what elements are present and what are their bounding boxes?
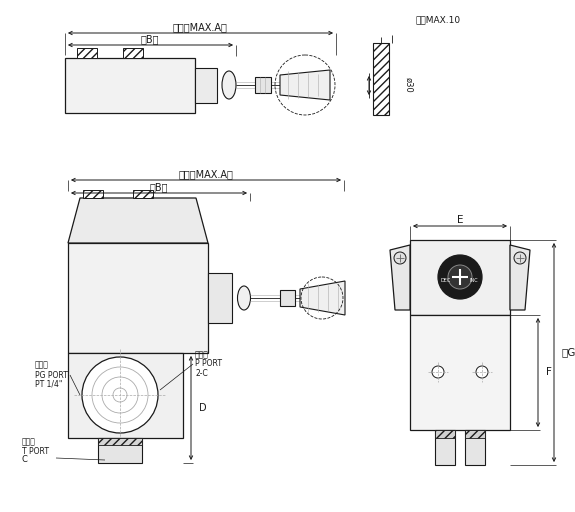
- Text: 測圧口: 測圧口: [35, 360, 49, 370]
- Bar: [77, 48, 97, 58]
- Bar: [68, 243, 208, 353]
- Polygon shape: [390, 245, 410, 310]
- Polygon shape: [510, 245, 530, 310]
- Bar: [255, 77, 271, 93]
- Bar: [195, 68, 217, 103]
- Text: PG PORT: PG PORT: [35, 371, 68, 379]
- Polygon shape: [280, 70, 330, 100]
- Circle shape: [438, 255, 482, 299]
- Bar: [98, 438, 142, 463]
- Polygon shape: [68, 198, 208, 243]
- Text: ø30: ø30: [404, 77, 412, 93]
- Bar: [133, 190, 153, 198]
- Text: 2-C: 2-C: [195, 369, 208, 377]
- Ellipse shape: [237, 286, 251, 310]
- Text: PT 1/4": PT 1/4": [35, 379, 62, 389]
- Bar: [435, 430, 455, 438]
- Text: （B）: （B）: [141, 34, 159, 44]
- Polygon shape: [300, 281, 345, 315]
- Text: adjustment: adjustment: [446, 290, 474, 295]
- Bar: [83, 190, 103, 198]
- Bar: [410, 315, 510, 430]
- Circle shape: [394, 252, 406, 264]
- Bar: [465, 430, 485, 438]
- Circle shape: [476, 366, 488, 378]
- Text: （最大MAX.A）: （最大MAX.A）: [179, 169, 233, 179]
- Text: 回油口: 回油口: [22, 437, 36, 446]
- Text: 圧力口: 圧力口: [195, 351, 209, 359]
- Bar: [280, 290, 295, 306]
- Text: INC: INC: [470, 278, 478, 283]
- Text: D: D: [199, 403, 206, 413]
- Bar: [98, 438, 142, 445]
- Text: F: F: [546, 367, 552, 377]
- Text: C: C: [22, 456, 28, 464]
- Text: （B）: （B）: [150, 182, 168, 192]
- Bar: [123, 48, 143, 58]
- Text: DEC: DEC: [441, 278, 451, 283]
- Bar: [435, 430, 455, 465]
- Bar: [465, 430, 485, 465]
- Bar: [410, 240, 510, 315]
- Text: 最大MAX.10: 最大MAX.10: [415, 15, 460, 25]
- Circle shape: [448, 265, 472, 289]
- Text: P PORT: P PORT: [195, 359, 222, 369]
- Circle shape: [514, 252, 526, 264]
- Ellipse shape: [222, 71, 236, 99]
- Bar: [65, 58, 195, 113]
- Circle shape: [82, 357, 158, 433]
- Bar: [208, 273, 232, 323]
- Bar: [373, 43, 389, 115]
- Bar: [68, 353, 183, 438]
- Circle shape: [432, 366, 444, 378]
- Text: T PORT: T PORT: [22, 446, 49, 456]
- Text: E: E: [457, 215, 463, 225]
- Text: （最大MAX.A）: （最大MAX.A）: [172, 22, 228, 32]
- Text: （G）: （G）: [562, 347, 575, 357]
